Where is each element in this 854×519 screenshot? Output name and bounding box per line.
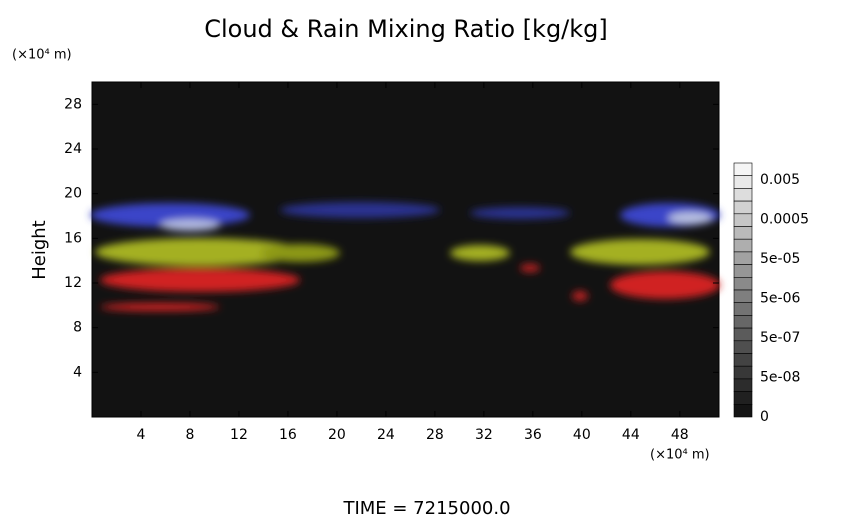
x-tick-label: 36 — [524, 427, 542, 443]
x-tick-label: 28 — [426, 427, 444, 443]
y-tick-label: 28 — [64, 96, 82, 112]
x-unit: (×10⁴ m) — [650, 448, 710, 463]
colorbar-segment — [733, 315, 753, 329]
colorbar-segment — [733, 340, 753, 354]
y-tick-label: 16 — [64, 230, 82, 246]
colorbar-segment — [733, 162, 753, 176]
colorbar-segment — [733, 403, 753, 418]
x-tick-label: 40 — [573, 427, 591, 443]
y-tick-label: 24 — [64, 141, 82, 157]
colorbar-label: 5e-08 — [760, 370, 800, 386]
colorbar-segment — [733, 175, 753, 189]
colorbar-segment — [733, 251, 753, 265]
x-tick-label: 48 — [671, 427, 689, 443]
y-unit: (×10⁴ m) — [12, 48, 72, 63]
y-tick-label: 12 — [64, 275, 82, 291]
colorbar-segment — [733, 264, 753, 278]
colorbar-segment — [733, 213, 753, 227]
colorbar-segment — [733, 391, 753, 405]
y-tick-label: 8 — [73, 320, 82, 336]
y-tick-label: 20 — [64, 186, 82, 202]
colorbar-label: 0.0005 — [760, 212, 809, 228]
x-tick-label: 44 — [622, 427, 640, 443]
x-tick-label: 4 — [137, 427, 146, 443]
colorbar-segment — [733, 200, 753, 215]
x-tick-label: 12 — [230, 427, 248, 443]
x-tick-label: 16 — [279, 427, 297, 443]
colorbar-label: 5e-05 — [760, 251, 800, 267]
colorbar-segment — [733, 365, 753, 380]
colorbar-segment — [733, 289, 753, 303]
colorbar-segment — [733, 238, 753, 253]
chart-title: Cloud & Rain Mixing Ratio [kg/kg] — [204, 15, 608, 43]
colorbar-segment — [733, 302, 753, 316]
colorbar-segment — [733, 327, 753, 342]
colorbar-label: 5e-06 — [760, 291, 800, 307]
colorbar-segment — [733, 378, 753, 392]
colorbar-label: 0 — [760, 409, 769, 425]
colorbar-segment — [733, 188, 753, 202]
y-tick-label: 4 — [73, 364, 82, 380]
field — [90, 202, 720, 311]
y-axis-label: Height — [29, 220, 50, 280]
colorbar-segment — [733, 226, 753, 240]
colorbar-label: 0.005 — [760, 172, 800, 188]
footer: TIME = 7215000.0 — [342, 498, 510, 519]
colorbar-segment — [733, 276, 753, 291]
x-tick-label: 24 — [377, 427, 395, 443]
colorbar-segment — [733, 353, 753, 367]
colorbar-label: 5e-07 — [760, 330, 800, 346]
x-tick-label: 32 — [475, 427, 493, 443]
colorbar: 0.005 0.0005 5e-05 5e-06 5e-07 5e-08 0 — [733, 162, 809, 425]
x-tick-label: 8 — [186, 427, 195, 443]
x-tick-label: 20 — [328, 427, 346, 443]
